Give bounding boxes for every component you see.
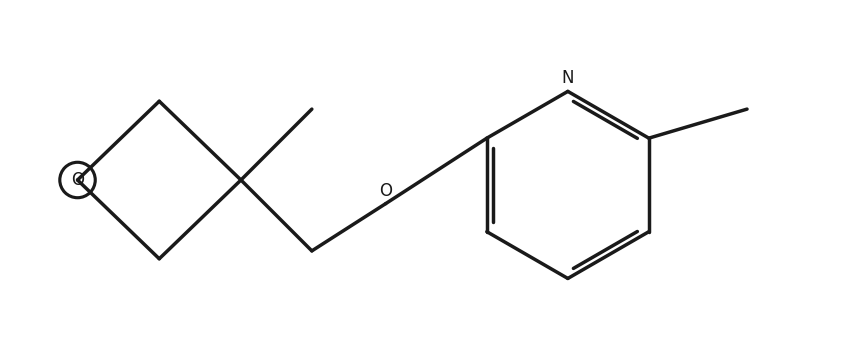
Text: N: N	[562, 69, 574, 87]
Text: O: O	[71, 171, 84, 189]
Text: O: O	[379, 182, 392, 200]
